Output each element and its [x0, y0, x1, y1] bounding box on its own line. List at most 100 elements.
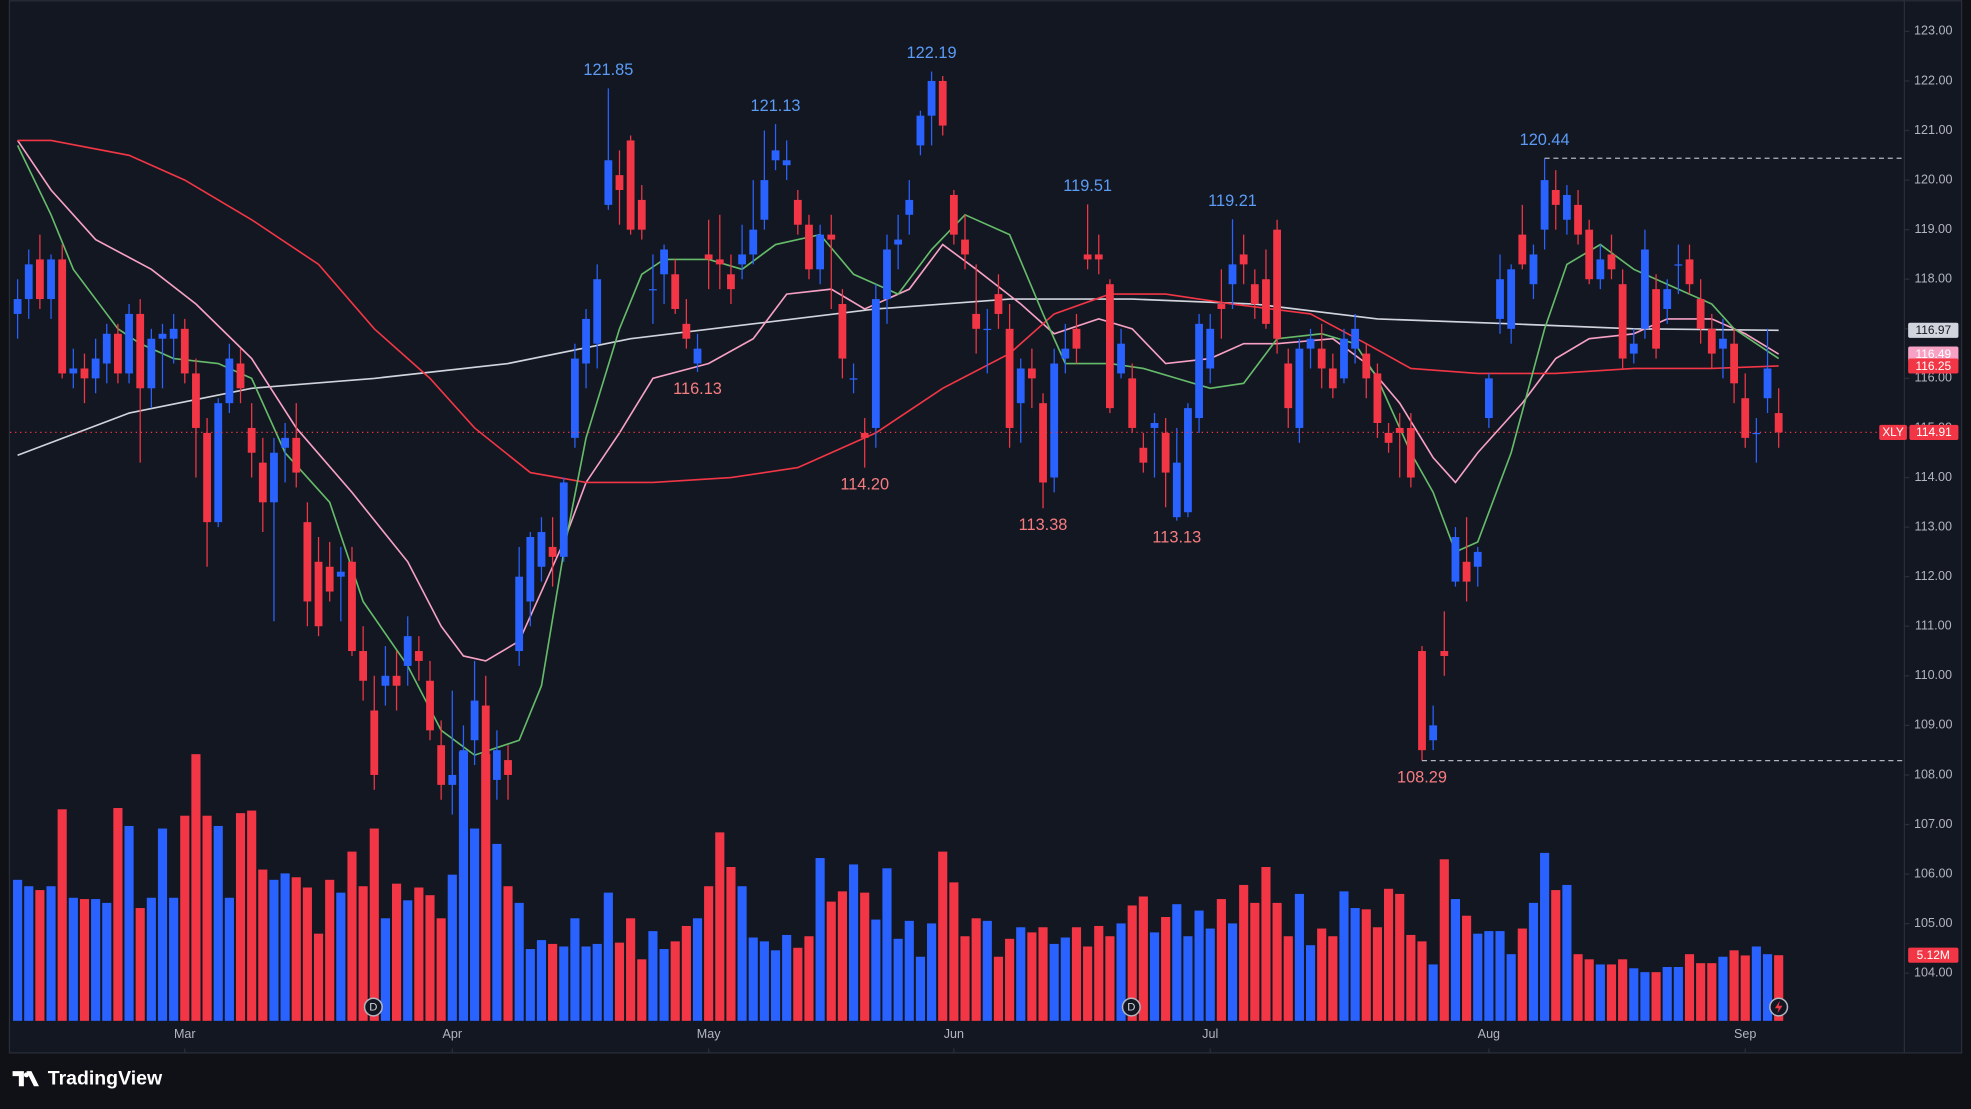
ma-value-label-text: 116.97: [1915, 323, 1951, 337]
volume-bar: [1629, 968, 1639, 1021]
volume-bar: [681, 925, 691, 1021]
candle-body: [1518, 234, 1527, 265]
candle-body: [660, 249, 668, 275]
candle-body: [91, 358, 100, 379]
volume-bar: [1696, 963, 1706, 1021]
candle-body: [35, 259, 44, 300]
y-tick-label: 114.00: [1915, 470, 1953, 484]
lightning-icon: [1774, 1000, 1783, 1014]
volume-bar: [1740, 955, 1750, 1021]
candle-body: [1228, 264, 1237, 285]
volume-bar: [1562, 884, 1572, 1021]
candle-body: [1663, 289, 1672, 309]
candle-body: [1061, 348, 1070, 359]
volume-bar: [213, 825, 223, 1021]
symbol-label: XLY: [1879, 424, 1907, 440]
candle-body: [102, 333, 111, 364]
y-tick-label: 109.00: [1914, 718, 1952, 732]
candle-body: [392, 675, 401, 686]
volume-bar: [1417, 941, 1427, 1021]
candle-body: [727, 274, 735, 290]
candle-body: [816, 234, 825, 270]
volume-bar: [258, 869, 268, 1021]
high-label: 120.44: [1520, 131, 1570, 149]
ma-value-label-text: 116.49: [1915, 347, 1951, 361]
candle-body: [883, 249, 891, 300]
candle-body: [114, 333, 122, 374]
candle-body: [437, 745, 446, 785]
candle-body: [838, 304, 847, 359]
volume-bar: [514, 902, 524, 1021]
volume-bar: [1294, 893, 1304, 1021]
candle-body: [827, 234, 836, 240]
brand-logo[interactable]: TradingView: [12, 1067, 163, 1089]
volume-bar: [470, 828, 480, 1021]
volume-bar: [971, 918, 981, 1021]
candle-body: [1473, 551, 1482, 567]
low-label: 116.13: [673, 380, 722, 398]
candle-body: [1139, 447, 1148, 463]
volume-bar: [1462, 915, 1472, 1021]
volume-bar: [291, 877, 301, 1021]
candle-body: [292, 437, 301, 473]
candle-body: [1551, 190, 1560, 205]
volume-bar: [525, 949, 535, 1021]
candle-body: [470, 700, 479, 741]
candle-body: [459, 750, 468, 775]
candle-body: [849, 378, 858, 380]
volume-bar: [492, 843, 502, 1021]
volume-bar: [1361, 909, 1371, 1021]
candle-body: [1629, 343, 1638, 354]
candle-body: [270, 452, 278, 503]
volume-bar: [414, 887, 424, 1021]
volume-bar: [1662, 967, 1672, 1021]
volume-bar: [436, 918, 446, 1021]
volume-bar: [659, 949, 669, 1021]
volume-bar: [826, 901, 836, 1021]
candle-body: [1128, 378, 1137, 428]
candle-body: [1273, 229, 1282, 339]
event-marker[interactable]: D: [1121, 997, 1141, 1017]
candle-body: [1206, 328, 1215, 369]
candle-body: [1484, 378, 1493, 419]
volume-bar: [1584, 959, 1594, 1021]
event-icon: [1121, 997, 1141, 1017]
candle-body: [916, 115, 925, 146]
logo-dot: [23, 1072, 29, 1078]
candle-body: [1652, 289, 1660, 349]
event-marker[interactable]: D: [363, 997, 383, 1017]
volume-bar: [570, 918, 580, 1021]
candle-body: [637, 199, 646, 230]
event-marker[interactable]: [1769, 997, 1789, 1017]
candle-body: [649, 289, 657, 291]
volume-bar: [1094, 925, 1104, 1021]
candle-body: [1540, 180, 1549, 230]
candle-body: [805, 224, 813, 270]
volume-bar: [113, 808, 123, 1021]
candle-body: [1741, 398, 1750, 438]
volume-bar: [1383, 888, 1394, 1021]
volume-bar: [1484, 931, 1494, 1021]
y-tick-label: 106.00: [1914, 866, 1952, 880]
candle-body: [1618, 284, 1627, 359]
high-label: 122.19: [907, 44, 957, 62]
candle-body: [1574, 204, 1582, 235]
volume-bar: [770, 950, 781, 1021]
volume-bar: [135, 908, 145, 1021]
candle-body: [1284, 363, 1293, 409]
candle-body: [537, 532, 546, 567]
candle-body: [972, 313, 981, 329]
candle-body: [1027, 368, 1036, 379]
volume-bar: [1762, 954, 1773, 1021]
volume-bar: [180, 815, 190, 1021]
volume-bar: [302, 887, 312, 1021]
brand-name: TradingView: [48, 1067, 163, 1089]
volume-bar: [1573, 954, 1583, 1021]
volume-bar: [1517, 928, 1527, 1021]
volume-bar: [35, 890, 45, 1021]
event-label: D: [369, 1002, 377, 1014]
ma-value-label-text: 116.25: [1915, 359, 1951, 373]
candle-body: [1184, 408, 1192, 513]
candle-body: [1451, 537, 1460, 582]
y-tick-label: 122.00: [1914, 73, 1952, 87]
